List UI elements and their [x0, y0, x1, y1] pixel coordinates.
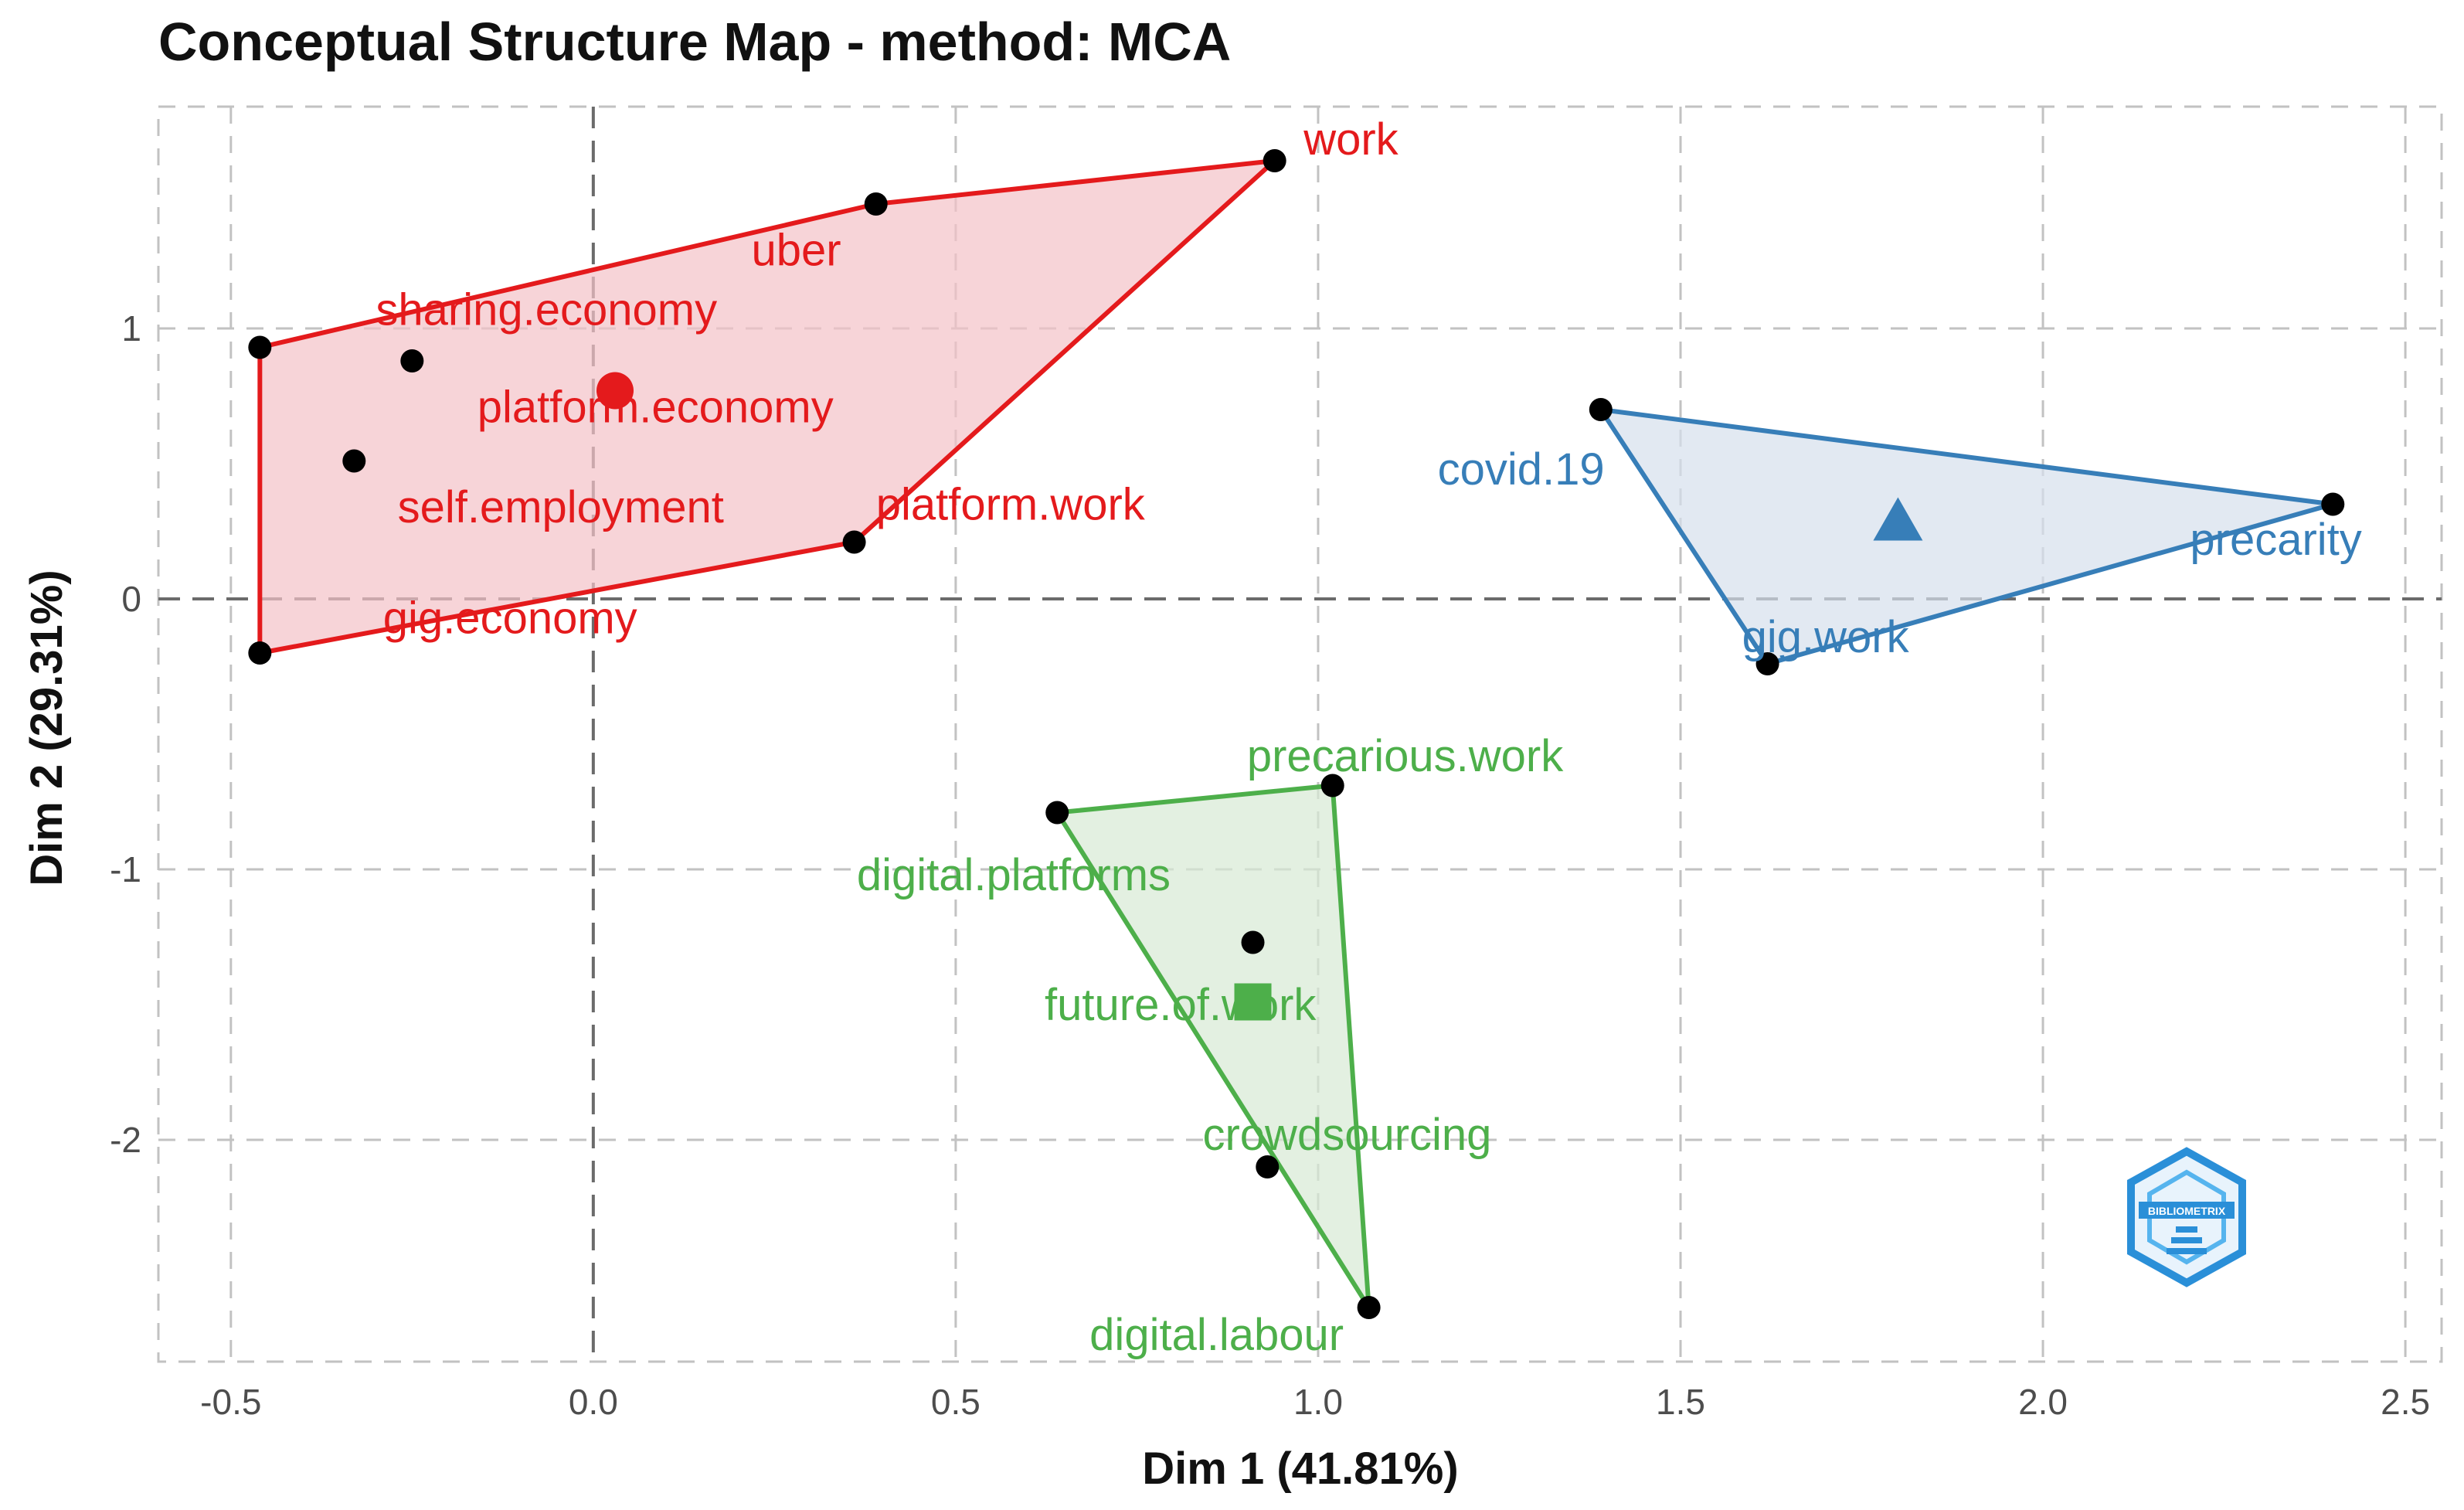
y-tick-label: 0 — [121, 579, 141, 619]
point-label: self.employment — [398, 482, 724, 532]
cluster-centroid — [596, 372, 634, 410]
cluster-hulls — [257, 158, 2336, 1310]
cluster-hull — [257, 158, 1277, 655]
point-label: digital.labour — [1089, 1310, 1344, 1360]
data-point — [2321, 492, 2345, 516]
x-tick-label: 0.5 — [931, 1382, 981, 1422]
cluster-hull — [1055, 783, 1371, 1310]
axis-ticks: -0.5 0.0 0.5 1.0 1.5 2.0 2.5 1 0 -1 -2 — [110, 308, 2430, 1422]
bibliometrix-logo-icon: BIBLIOMETRIX — [2127, 1147, 2246, 1287]
data-point — [1263, 149, 1286, 172]
x-tick-label: 1.5 — [1656, 1382, 1705, 1422]
point-label: work — [1303, 114, 1399, 165]
x-axis-title: Dim 1 (41.81%) — [1142, 1444, 1458, 1494]
point-label: gig.economy — [383, 593, 637, 644]
data-points — [248, 149, 2345, 1319]
data-point — [248, 335, 272, 359]
point-label: future.of.work — [1045, 980, 1317, 1030]
x-tick-label: 1.0 — [1293, 1382, 1343, 1422]
data-point — [1589, 398, 1613, 421]
point-label: platform.economy — [478, 383, 834, 433]
x-tick-label: 2.5 — [2381, 1382, 2430, 1422]
y-tick-label: -2 — [110, 1120, 141, 1160]
point-label: precarious.work — [1247, 731, 1564, 781]
y-tick-label: 1 — [121, 308, 141, 349]
data-point — [248, 641, 272, 665]
logo-text: BIBLIOMETRIX — [2148, 1205, 2226, 1217]
data-point — [1320, 774, 1344, 798]
point-label: uber — [751, 226, 841, 276]
data-point — [864, 192, 888, 216]
cluster-hull — [1598, 407, 2336, 666]
data-point — [1357, 1296, 1381, 1319]
panel-border — [157, 105, 2443, 1363]
point-label: covid.19 — [1438, 444, 1605, 495]
x-tick-label: -0.5 — [200, 1382, 261, 1422]
point-label: platform.work — [876, 480, 1146, 530]
data-point — [1045, 801, 1069, 825]
x-tick-label: 2.0 — [2018, 1382, 2068, 1422]
data-point — [1755, 652, 1779, 675]
data-point — [400, 349, 424, 372]
point-label: sharing.economy — [376, 285, 717, 335]
data-point — [342, 449, 366, 473]
cluster-centroids — [596, 372, 1923, 1021]
point-label: digital.platforms — [857, 850, 1171, 900]
data-point — [1241, 930, 1265, 954]
data-point — [1256, 1155, 1280, 1178]
chart-title: Conceptual Structure Map - method: MCA — [158, 12, 1231, 72]
data-point — [842, 530, 866, 554]
point-label: gig.work — [1742, 612, 1910, 662]
x-tick-label: 0.0 — [569, 1382, 618, 1422]
point-label: precarity — [2190, 515, 2361, 565]
cluster-centroid — [1873, 497, 1923, 541]
point-labels: work uber sharing.economy platform.economy s… — [376, 114, 2361, 1360]
y-axis-title: Dim 2 (29.31%) — [22, 570, 72, 886]
point-label: crowdsourcing — [1202, 1110, 1491, 1160]
y-tick-label: -1 — [110, 849, 141, 889]
cluster-centroid — [1234, 983, 1272, 1021]
